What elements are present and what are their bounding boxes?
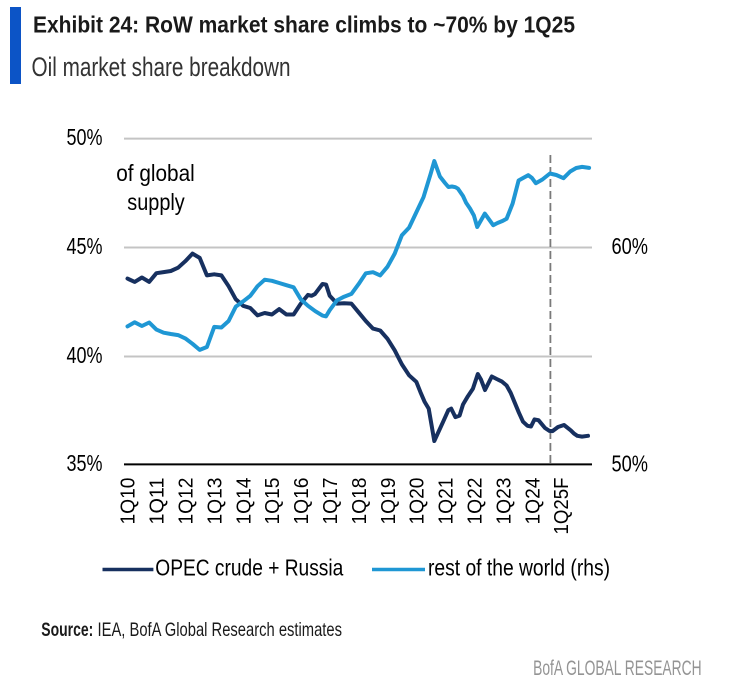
svg-text:Source:IEA, BofA Global Resear: Source: IEA, BofA Global Research estimat… [41, 619, 342, 641]
svg-text:1Q13: 1Q13 [204, 478, 226, 525]
svg-text:1Q22: 1Q22 [465, 478, 487, 525]
svg-text:BofA GLOBAL RESEARCH: BofA GLOBAL RESEARCH [533, 656, 702, 680]
svg-text:rest of the world (rhs): rest of the world (rhs) [428, 555, 610, 581]
svg-text:1Q16: 1Q16 [291, 478, 313, 525]
svg-text:50%: 50% [612, 451, 649, 477]
svg-text:1Q18: 1Q18 [349, 478, 371, 525]
svg-text:1Q25F: 1Q25F [551, 478, 573, 535]
svg-text:Oil market share breakdown: Oil market share breakdown [32, 52, 291, 82]
svg-text:45%: 45% [67, 233, 103, 259]
svg-text:1Q15: 1Q15 [262, 478, 284, 525]
svg-text:1Q19: 1Q19 [378, 478, 400, 525]
svg-text:of global: of global [116, 160, 195, 186]
svg-text:1Q14: 1Q14 [233, 478, 255, 525]
svg-text:1Q17: 1Q17 [320, 478, 342, 525]
svg-text:1Q20: 1Q20 [407, 478, 429, 525]
svg-text:1Q21: 1Q21 [436, 478, 458, 525]
svg-text:1Q23: 1Q23 [493, 478, 515, 525]
svg-text:1Q12: 1Q12 [176, 478, 198, 525]
svg-text:1Q11: 1Q11 [147, 478, 169, 525]
svg-text:40%: 40% [67, 342, 103, 368]
svg-text:Exhibit 24: RoW market share c: Exhibit 24: RoW market share climbs to ~… [33, 12, 575, 38]
svg-text:1Q10: 1Q10 [118, 478, 140, 525]
svg-text:supply: supply [127, 189, 185, 215]
svg-text:35%: 35% [67, 450, 103, 476]
svg-text:60%: 60% [612, 233, 649, 259]
svg-text:OPEC crude + Russia: OPEC crude + Russia [155, 555, 344, 581]
svg-text:50%: 50% [67, 124, 103, 150]
svg-text:1Q24: 1Q24 [522, 478, 544, 525]
